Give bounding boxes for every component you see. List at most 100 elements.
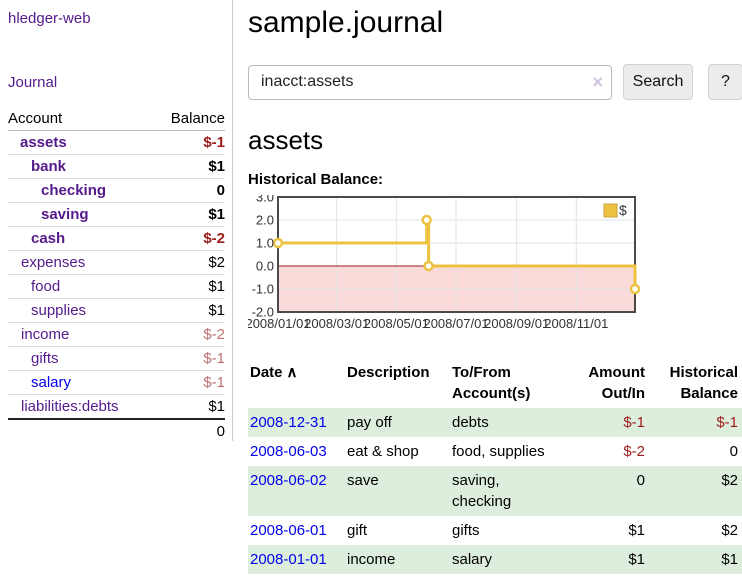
svg-text:2008/07/01: 2008/07/01: [423, 316, 488, 331]
account-balance: $2: [154, 251, 225, 275]
account-balance: $1: [154, 155, 225, 179]
account-balance: $-1: [154, 347, 225, 371]
svg-text:3.0: 3.0: [256, 195, 274, 205]
account-row-income: income $-2: [8, 323, 225, 347]
sidebar: hledger-web Journal Account Balance asse…: [0, 0, 233, 441]
account-row-saving: saving $1: [8, 203, 225, 227]
accounts-balance-table: Account Balance assets $-1 bank $1 check…: [8, 107, 225, 443]
txn-balance: $2: [650, 516, 742, 545]
historical-balance-chart: $2008/01/012008/03/012008/05/012008/07/0…: [248, 195, 742, 341]
balance-chart-svg: $2008/01/012008/03/012008/05/012008/07/0…: [248, 195, 648, 337]
account-link-cash[interactable]: cash: [31, 230, 65, 247]
svg-text:2008/03/01: 2008/03/01: [304, 316, 369, 331]
page-title: sample.journal: [248, 6, 742, 40]
txn-amount: $1: [580, 516, 650, 545]
account-row-checking: checking 0: [8, 179, 225, 203]
account-link-salary[interactable]: salary: [31, 374, 71, 391]
account-balance: $-1: [154, 371, 225, 395]
txn-amount: $-1: [580, 408, 650, 437]
register-header-row: Date∧ Description To/From Account(s) Amo…: [248, 358, 742, 408]
account-row-bank: bank $1: [8, 155, 225, 179]
txn-balance: $2: [650, 466, 742, 516]
help-button[interactable]: ?: [708, 64, 742, 100]
svg-text:-2.0: -2.0: [252, 305, 274, 320]
txn-balance: 0: [650, 437, 742, 466]
txn-description: pay off: [345, 408, 450, 437]
txn-balance: $-1: [650, 408, 742, 437]
account-balance: $-2: [154, 227, 225, 251]
clear-search-icon[interactable]: ×: [592, 72, 603, 92]
account-balance: $1: [154, 395, 225, 420]
svg-text:$: $: [619, 202, 627, 218]
txn-amount: $1: [580, 545, 650, 574]
search-form: × Search ?: [248, 64, 742, 100]
txn-description: gift: [345, 516, 450, 545]
account-heading: assets: [248, 125, 742, 156]
accounts-total-row: 0: [8, 419, 225, 443]
account-link-supplies[interactable]: supplies: [31, 302, 86, 319]
account-row-supplies: supplies $1: [8, 299, 225, 323]
account-row-cash: cash $-2: [8, 227, 225, 251]
account-balance: $1: [154, 275, 225, 299]
account-link-income[interactable]: income: [21, 326, 69, 343]
account-link-gifts[interactable]: gifts: [31, 350, 59, 367]
txn-accounts: saving, checking: [450, 466, 580, 516]
accounts-total-value: 0: [154, 419, 225, 443]
account-balance: 0: [154, 179, 225, 203]
accounts-header-account: Account: [8, 107, 154, 131]
date-header-label: Date: [250, 364, 283, 381]
register-header-amount: Amount Out/In: [580, 358, 650, 408]
register-table: Date∧ Description To/From Account(s) Amo…: [248, 358, 742, 574]
accounts-header-balance: Balance: [154, 107, 225, 131]
account-link-liabilities-debts[interactable]: liabilities:debts: [21, 398, 119, 415]
account-link-food[interactable]: food: [31, 278, 60, 295]
svg-text:1.0: 1.0: [256, 236, 274, 251]
chart-title: Historical Balance:: [248, 171, 742, 188]
account-balance: $1: [154, 203, 225, 227]
txn-amount: $-2: [580, 437, 650, 466]
account-link-bank[interactable]: bank: [31, 158, 66, 175]
register-header-accounts: To/From Account(s): [450, 358, 580, 408]
svg-text:2008/09/01: 2008/09/01: [484, 316, 549, 331]
account-row-salary: salary $-1: [8, 371, 225, 395]
txn-description: save: [345, 466, 450, 516]
account-link-saving[interactable]: saving: [41, 206, 89, 223]
svg-text:2008/11/01: 2008/11/01: [544, 316, 608, 331]
txn-date-link[interactable]: 2008-12-31: [250, 414, 327, 431]
account-link-checking[interactable]: checking: [41, 182, 106, 199]
account-row-gifts: gifts $-1: [8, 347, 225, 371]
account-balance: $-2: [154, 323, 225, 347]
brand-link[interactable]: hledger-web: [8, 10, 91, 27]
search-input[interactable]: [248, 65, 612, 100]
txn-date-link[interactable]: 2008-06-02: [250, 472, 327, 489]
sidebar-item-journal[interactable]: Journal: [8, 74, 57, 91]
register-header-description: Description: [345, 358, 450, 408]
sort-asc-icon: ∧: [287, 364, 298, 381]
account-row-expenses: expenses $2: [8, 251, 225, 275]
search-input-wrap: ×: [248, 65, 612, 100]
svg-text:-1.0: -1.0: [252, 282, 274, 297]
account-row-assets: assets $-1: [8, 131, 225, 155]
register-row: 2008-06-03 eat & shop food, supplies $-2…: [248, 437, 742, 466]
txn-date-link[interactable]: 2008-06-01: [250, 522, 327, 539]
txn-amount: 0: [580, 466, 650, 516]
accounts-table-header: Account Balance: [8, 107, 225, 131]
txn-date-link[interactable]: 2008-01-01: [250, 551, 327, 568]
register-header-date[interactable]: Date∧: [248, 358, 345, 408]
txn-balance: $1: [650, 545, 742, 574]
account-row-food: food $1: [8, 275, 225, 299]
account-link-assets[interactable]: assets: [20, 134, 67, 151]
register-row: 2008-06-02 save saving, checking 0 $2: [248, 466, 742, 516]
txn-accounts: food, supplies: [450, 437, 580, 466]
register-row: 2008-06-01 gift gifts $1 $2: [248, 516, 742, 545]
account-link-expenses[interactable]: expenses: [21, 254, 85, 271]
register-header-balance: Historical Balance: [650, 358, 742, 408]
account-balance: $1: [154, 299, 225, 323]
search-button[interactable]: Search: [623, 64, 693, 100]
txn-accounts: debts: [450, 408, 580, 437]
txn-date-link[interactable]: 2008-06-03: [250, 443, 327, 460]
svg-text:2008/05/01: 2008/05/01: [364, 316, 429, 331]
txn-accounts: gifts: [450, 516, 580, 545]
register-row: 2008-01-01 income salary $1 $1: [248, 545, 742, 574]
main-content: sample.journal × Search ? assets Histori…: [233, 0, 742, 582]
